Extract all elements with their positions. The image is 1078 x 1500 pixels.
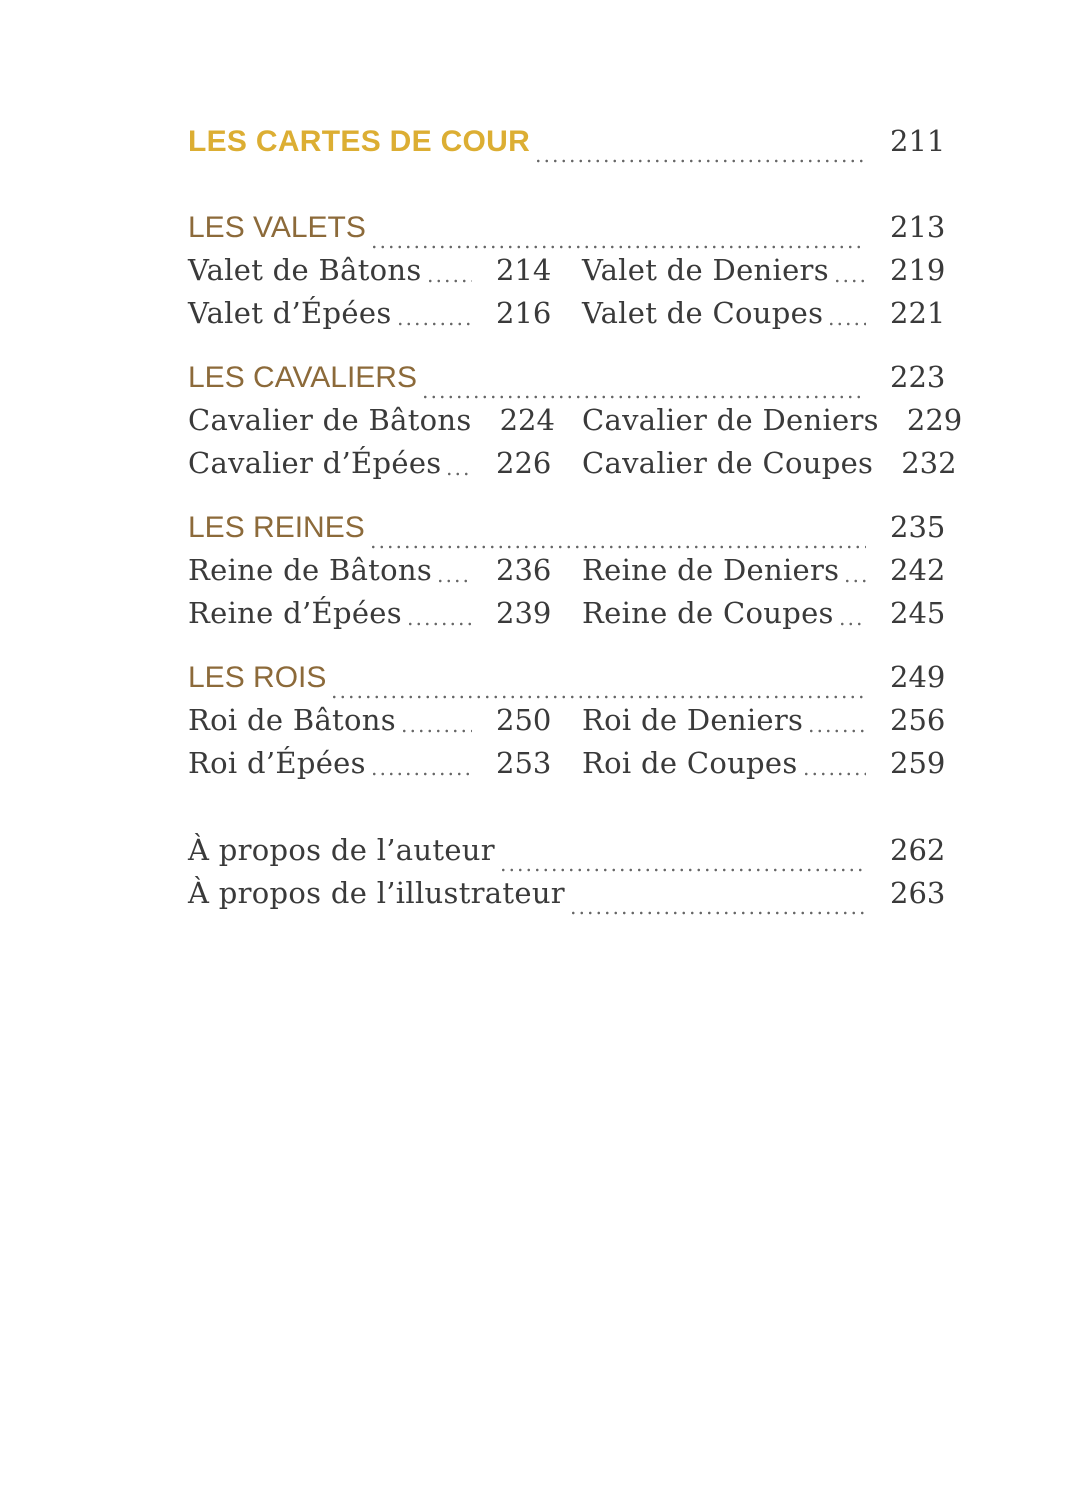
entry-label: Valet de Coupes	[582, 296, 824, 330]
page-number: 249	[890, 660, 946, 694]
dot-leader	[801, 770, 866, 780]
dot-leader	[399, 727, 472, 737]
dot-leader	[369, 243, 866, 253]
toc-entry[interactable]: Roi de Coupes 259	[582, 746, 946, 780]
entry-label: Reine de Bâtons	[188, 553, 433, 587]
toc-entry[interactable]: Cavalier de Bâtons 224	[188, 403, 555, 437]
toc-entry[interactable]: Cavalier de Deniers 229	[582, 403, 962, 437]
page-number: 213	[890, 210, 946, 244]
entry-label: Cavalier de Bâtons	[188, 403, 472, 437]
entry-label: Valet de Bâtons	[188, 253, 422, 287]
section-heading-label: LES VALETS	[188, 211, 366, 244]
page-number: 253	[496, 746, 552, 780]
dot-leader	[837, 620, 866, 630]
dot-leader	[395, 320, 472, 330]
entry-label: Reine de Deniers	[582, 553, 840, 587]
toc-entry-row: Cavalier de Bâtons 224 Cavalier de Deniers…	[188, 403, 962, 446]
page-number: 242	[890, 553, 946, 587]
entry-label: Cavalier de Deniers	[582, 403, 879, 437]
page-number: 263	[890, 876, 946, 910]
page-number: 219	[890, 253, 946, 287]
toc-entry-row: Cavalier d’Épées 226 Cavalier de Coupes 232	[188, 446, 957, 489]
dot-leader	[827, 320, 866, 330]
toc-entry[interactable]: Cavalier d’Épées 226	[188, 446, 552, 480]
page-number: 216	[496, 296, 552, 330]
dot-leader	[843, 577, 866, 587]
page-number: 236	[496, 553, 552, 587]
page-number: 211	[890, 124, 946, 158]
dot-leader	[568, 909, 866, 919]
page-number: 235	[890, 510, 946, 544]
toc-entry-row: Reine d’Épées 239 Reine de Coupes 245	[188, 596, 946, 639]
dot-leader	[368, 543, 866, 553]
page-number: 256	[890, 703, 946, 737]
toc-entry[interactable]: Reine de Deniers 242	[582, 553, 946, 587]
toc-entry-row: Reine de Bâtons 236 Reine de Deniers 242	[188, 553, 946, 596]
toc-section-heading[interactable]: LES CAVALIERS 223	[188, 360, 946, 403]
entry-label: Reine d’Épées	[188, 596, 402, 630]
toc-entry[interactable]: Valet de Coupes 221	[582, 296, 946, 330]
toc-entry[interactable]: Roi de Bâtons 250	[188, 703, 552, 737]
page-number: 245	[890, 596, 946, 630]
entry-label: Roi de Deniers	[582, 703, 804, 737]
dot-leader	[498, 866, 866, 876]
toc-entry-author[interactable]: À propos de l’auteur 262	[188, 833, 946, 876]
page-number: 224	[499, 403, 555, 437]
page-number: 239	[496, 596, 552, 630]
entry-label: Cavalier d’Épées	[188, 446, 442, 480]
dot-leader	[445, 470, 472, 480]
toc-entry[interactable]: Cavalier de Coupes 232	[582, 446, 957, 480]
entry-label: Roi de Bâtons	[188, 703, 396, 737]
entry-label: À propos de l’illustrateur	[188, 876, 565, 910]
toc-entry-row: Valet d’Épées 216 Valet de Coupes 221	[188, 296, 946, 339]
page-number: 214	[496, 253, 552, 287]
page-number: 226	[496, 446, 552, 480]
toc-entry-illustrator[interactable]: À propos de l’illustrateur 263	[188, 876, 946, 919]
section-heading-label: LES REINES	[188, 511, 365, 544]
page-number: 223	[890, 360, 946, 394]
entry-label: Roi d’Épées	[188, 746, 366, 780]
toc-entry[interactable]: Roi d’Épées 253	[188, 746, 552, 780]
toc-section-heading[interactable]: LES ROIS 249	[188, 660, 946, 703]
toc-entry[interactable]: Roi de Deniers 256	[582, 703, 946, 737]
dot-leader	[425, 277, 472, 287]
dot-leader	[330, 693, 866, 703]
page-number: 262	[890, 833, 946, 867]
toc-entry[interactable]: Reine de Bâtons 236	[188, 553, 552, 587]
toc-entry-row: Valet de Bâtons 214 Valet de Deniers 219	[188, 253, 946, 296]
entry-label: Cavalier de Coupes	[582, 446, 874, 480]
toc-entry-row: Roi d’Épées 253 Roi de Coupes 259	[188, 746, 946, 789]
dot-leader	[420, 393, 866, 403]
dot-leader	[832, 277, 866, 287]
toc-entry[interactable]: Valet de Deniers 219	[582, 253, 946, 287]
dot-leader	[534, 157, 866, 167]
toc-entry[interactable]: Reine d’Épées 239	[188, 596, 552, 630]
dot-leader	[436, 577, 472, 587]
table-of-contents: LES CARTES DE COUR 211 LES VALETS 213 Vale…	[188, 124, 962, 919]
section-heading-label: LES ROIS	[188, 661, 327, 694]
page-number: 250	[496, 703, 552, 737]
dot-leader	[807, 727, 866, 737]
dot-leader	[369, 770, 472, 780]
page-number: 259	[890, 746, 946, 780]
toc-entry[interactable]: Valet de Bâtons 214	[188, 253, 552, 287]
page-number: 229	[906, 403, 963, 437]
entry-label: À propos de l’auteur	[188, 833, 495, 867]
toc-section-heading[interactable]: LES VALETS 213	[188, 210, 946, 253]
toc-entry-row: Roi de Bâtons 250 Roi de Deniers 256	[188, 703, 946, 746]
entry-label: Valet de Deniers	[582, 253, 829, 287]
toc-entry[interactable]: Reine de Coupes 245	[582, 596, 946, 630]
section-heading-label: LES CAVALIERS	[188, 361, 417, 394]
page-number: 221	[890, 296, 946, 330]
entry-label: Reine de Coupes	[582, 596, 834, 630]
page-number: 232	[901, 446, 957, 480]
main-title-label: LES CARTES DE COUR	[188, 125, 531, 158]
entry-label: Valet d’Épées	[188, 296, 392, 330]
toc-main-title[interactable]: LES CARTES DE COUR 211	[188, 124, 946, 167]
toc-entry[interactable]: Valet d’Épées 216	[188, 296, 552, 330]
dot-leader	[405, 620, 472, 630]
entry-label: Roi de Coupes	[582, 746, 798, 780]
toc-section-heading[interactable]: LES REINES 235	[188, 510, 946, 553]
